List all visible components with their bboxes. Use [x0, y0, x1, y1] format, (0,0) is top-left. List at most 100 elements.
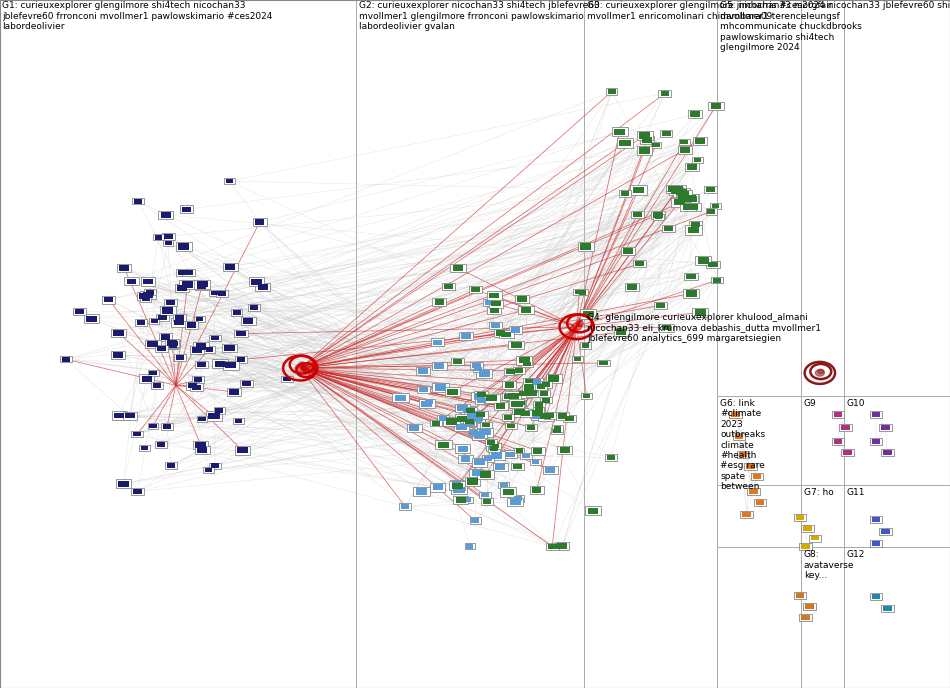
FancyBboxPatch shape: [141, 290, 156, 299]
FancyBboxPatch shape: [224, 345, 235, 351]
FancyBboxPatch shape: [484, 299, 495, 305]
FancyBboxPatch shape: [525, 389, 540, 397]
FancyBboxPatch shape: [525, 424, 538, 431]
FancyBboxPatch shape: [146, 290, 154, 294]
FancyBboxPatch shape: [869, 540, 883, 547]
FancyBboxPatch shape: [524, 385, 534, 391]
FancyBboxPatch shape: [515, 409, 525, 416]
FancyBboxPatch shape: [749, 489, 758, 495]
FancyBboxPatch shape: [185, 321, 199, 329]
FancyBboxPatch shape: [216, 408, 223, 413]
FancyBboxPatch shape: [678, 195, 689, 201]
FancyBboxPatch shape: [159, 334, 172, 341]
FancyBboxPatch shape: [474, 367, 482, 372]
FancyBboxPatch shape: [541, 413, 551, 420]
FancyBboxPatch shape: [205, 468, 212, 472]
Text: G8:
avataverse
key...: G8: avataverse key...: [804, 550, 854, 580]
FancyBboxPatch shape: [739, 451, 748, 457]
FancyBboxPatch shape: [469, 517, 481, 524]
FancyBboxPatch shape: [683, 195, 699, 204]
FancyBboxPatch shape: [222, 361, 238, 369]
FancyBboxPatch shape: [432, 421, 440, 425]
FancyBboxPatch shape: [257, 283, 268, 290]
FancyBboxPatch shape: [685, 163, 699, 171]
FancyBboxPatch shape: [517, 356, 532, 365]
FancyBboxPatch shape: [530, 486, 543, 494]
FancyBboxPatch shape: [802, 615, 809, 621]
FancyBboxPatch shape: [445, 387, 460, 396]
FancyBboxPatch shape: [538, 390, 550, 397]
FancyBboxPatch shape: [486, 440, 495, 445]
FancyBboxPatch shape: [872, 411, 881, 417]
FancyBboxPatch shape: [234, 330, 248, 338]
FancyBboxPatch shape: [477, 398, 485, 403]
FancyBboxPatch shape: [399, 504, 411, 510]
FancyBboxPatch shape: [161, 212, 171, 218]
FancyBboxPatch shape: [149, 424, 157, 428]
FancyBboxPatch shape: [753, 499, 767, 506]
FancyBboxPatch shape: [471, 414, 484, 422]
FancyBboxPatch shape: [572, 356, 582, 362]
FancyBboxPatch shape: [799, 614, 812, 621]
FancyBboxPatch shape: [672, 185, 686, 193]
FancyBboxPatch shape: [488, 444, 499, 450]
FancyBboxPatch shape: [248, 304, 260, 311]
FancyBboxPatch shape: [419, 387, 428, 392]
FancyBboxPatch shape: [533, 413, 542, 418]
FancyBboxPatch shape: [144, 339, 161, 348]
FancyBboxPatch shape: [659, 323, 674, 332]
FancyBboxPatch shape: [476, 369, 492, 378]
FancyBboxPatch shape: [175, 284, 189, 292]
FancyBboxPatch shape: [872, 517, 881, 522]
FancyBboxPatch shape: [548, 544, 557, 549]
FancyBboxPatch shape: [214, 407, 225, 413]
Text: G7: ho: G7: ho: [804, 488, 833, 497]
FancyBboxPatch shape: [159, 315, 167, 320]
FancyBboxPatch shape: [514, 447, 524, 453]
FancyBboxPatch shape: [112, 411, 126, 420]
FancyBboxPatch shape: [180, 206, 194, 213]
Text: G2: curieuxexplorer nicochan33 shi4tech jblefevre60
mvollmer1 glengilmore frronc: G2: curieuxexplorer nicochan33 shi4tech …: [359, 1, 599, 31]
FancyBboxPatch shape: [454, 422, 469, 431]
FancyBboxPatch shape: [452, 481, 461, 486]
FancyBboxPatch shape: [494, 402, 507, 409]
FancyBboxPatch shape: [519, 305, 534, 314]
FancyBboxPatch shape: [456, 497, 466, 503]
FancyBboxPatch shape: [432, 362, 446, 370]
FancyBboxPatch shape: [504, 382, 514, 387]
FancyBboxPatch shape: [710, 203, 721, 209]
FancyBboxPatch shape: [698, 257, 709, 264]
FancyBboxPatch shape: [834, 439, 843, 444]
FancyBboxPatch shape: [432, 298, 446, 305]
FancyBboxPatch shape: [478, 470, 494, 480]
FancyBboxPatch shape: [623, 248, 633, 254]
FancyBboxPatch shape: [688, 226, 699, 233]
FancyBboxPatch shape: [463, 407, 473, 413]
FancyBboxPatch shape: [511, 327, 520, 332]
FancyBboxPatch shape: [446, 418, 457, 425]
FancyBboxPatch shape: [255, 219, 264, 225]
FancyBboxPatch shape: [686, 203, 701, 211]
FancyBboxPatch shape: [511, 342, 522, 348]
FancyBboxPatch shape: [490, 446, 499, 451]
FancyBboxPatch shape: [607, 455, 616, 460]
FancyBboxPatch shape: [680, 203, 695, 211]
FancyBboxPatch shape: [198, 447, 207, 453]
FancyBboxPatch shape: [706, 186, 715, 192]
FancyBboxPatch shape: [687, 164, 696, 170]
FancyBboxPatch shape: [444, 417, 460, 427]
FancyBboxPatch shape: [449, 482, 466, 491]
FancyBboxPatch shape: [476, 431, 485, 437]
FancyBboxPatch shape: [137, 320, 145, 325]
FancyBboxPatch shape: [162, 424, 171, 429]
FancyBboxPatch shape: [636, 146, 653, 155]
FancyBboxPatch shape: [683, 289, 699, 298]
FancyBboxPatch shape: [621, 247, 636, 255]
FancyBboxPatch shape: [486, 443, 501, 451]
Text: G3: curieuxexplorer glengilmore jimharris #ces2024 nicochan33 jblefevre60 shi4te: G3: curieuxexplorer glengilmore jimharri…: [587, 1, 950, 21]
FancyBboxPatch shape: [159, 211, 173, 219]
FancyBboxPatch shape: [227, 388, 240, 396]
FancyBboxPatch shape: [796, 515, 804, 520]
FancyBboxPatch shape: [537, 385, 544, 389]
FancyBboxPatch shape: [188, 383, 197, 389]
